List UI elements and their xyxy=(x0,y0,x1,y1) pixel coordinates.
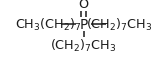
Text: CH$_3$(CH$_2$)$_7$: CH$_3$(CH$_2$)$_7$ xyxy=(15,17,81,32)
Text: (CH$_2$)$_7$CH$_3$: (CH$_2$)$_7$CH$_3$ xyxy=(86,17,152,32)
Text: P: P xyxy=(79,18,88,31)
Text: (CH$_2$)$_7$CH$_3$: (CH$_2$)$_7$CH$_3$ xyxy=(50,38,117,54)
Text: O: O xyxy=(78,0,89,10)
